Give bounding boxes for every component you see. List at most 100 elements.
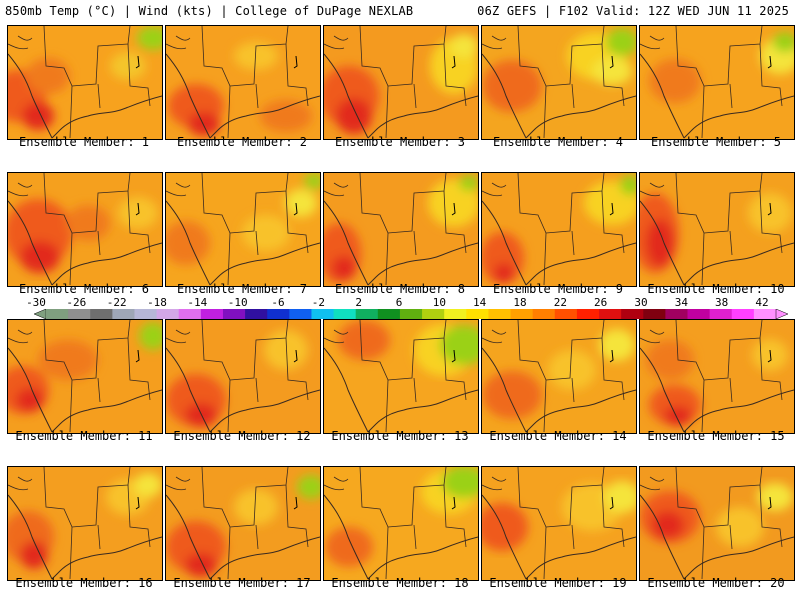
state-border: [8, 190, 29, 197]
state-border: [759, 484, 783, 548]
colorbar-tick-label: 22: [553, 296, 567, 309]
temperature-field: [640, 26, 794, 139]
state-border: [229, 26, 289, 87]
ensemble-member-map: [639, 319, 795, 434]
colorbar-swatch: [444, 309, 467, 319]
ensemble-member-label: Ensemble Member: 19: [489, 576, 627, 590]
colorbar-tick-label: 34: [674, 296, 688, 309]
state-border: [491, 476, 507, 482]
ensemble-member-label: Ensemble Member: 10: [647, 282, 785, 296]
temperature-field: [324, 320, 478, 433]
state-border: [127, 190, 151, 254]
state-border: [71, 26, 131, 87]
state-border: [640, 484, 661, 491]
colorbar-swatch: [289, 309, 312, 319]
temperature-region: [260, 100, 312, 132]
colorbar-swatch: [510, 309, 534, 319]
colorbar-swatch: [753, 309, 777, 319]
state-border: [517, 467, 547, 580]
state-border: [729, 83, 733, 109]
ensemble-member-map: [7, 25, 163, 140]
temperature-colorbar: [34, 309, 788, 319]
state-border: [443, 190, 467, 254]
temperature-region: [592, 57, 632, 85]
ensemble-member-label: Ensemble Member: 6: [18, 282, 150, 296]
temperature-field: [166, 173, 320, 286]
state-border: [97, 83, 101, 109]
colorbar-tick-label: 30: [634, 296, 648, 309]
temperature-field: [640, 467, 794, 580]
colorbar-tick-label: -6: [271, 296, 285, 309]
state-border: [175, 35, 191, 41]
temperature-region: [242, 215, 290, 251]
colorbar-tick-label: 18: [513, 296, 527, 309]
colorbar-max-arrow: [775, 309, 788, 319]
colorbar-tick-label: 42: [755, 296, 769, 309]
temperature-region: [649, 59, 701, 103]
ensemble-member-label: Ensemble Member: 14: [489, 429, 627, 443]
state-border: [675, 26, 705, 139]
wind-barb: [293, 55, 298, 69]
state-border: [8, 43, 29, 50]
colorbar-swatch: [46, 309, 69, 319]
state-border: [43, 320, 73, 433]
colorbar-swatch: [665, 309, 689, 319]
state-border: [17, 476, 33, 482]
state-border: [17, 329, 33, 335]
ensemble-member-map: [165, 466, 321, 581]
temperature-region: [325, 527, 373, 567]
state-border: [166, 337, 187, 344]
colorbar-tick-label: -26: [66, 296, 87, 309]
temperature-field: [166, 26, 320, 139]
colorbar-swatch: [621, 309, 644, 319]
state-border: [571, 83, 575, 109]
temperature-region: [748, 193, 792, 233]
state-border: [387, 320, 447, 381]
state-border: [166, 43, 187, 50]
ensemble-member-map: [639, 25, 795, 140]
ensemble-member-label: Ensemble Member: 16: [15, 576, 153, 590]
state-border: [545, 173, 605, 234]
wind-barb: [451, 496, 456, 510]
temperature-region: [16, 388, 44, 412]
wind-barb: [451, 202, 456, 216]
state-border: [71, 320, 131, 381]
state-border: [491, 182, 507, 188]
colorbar-tick-label: 14: [473, 296, 487, 309]
ensemble-member-label: Ensemble Member: 5: [650, 135, 782, 149]
colorbar-swatch: [599, 309, 622, 319]
temperature-region: [234, 42, 278, 70]
temperature-region: [459, 175, 478, 191]
colorbar-swatch: [68, 309, 91, 319]
temperature-region: [494, 263, 514, 283]
colorbar-swatch: [532, 309, 556, 319]
state-border: [703, 320, 763, 381]
temperature-field: [640, 320, 794, 433]
ensemble-member-label: Ensemble Member: 8: [334, 282, 466, 296]
state-border: [359, 467, 389, 580]
ensemble-member-map: [481, 466, 637, 581]
state-border: [491, 35, 507, 41]
wind-barb: [135, 55, 140, 69]
state-border: [517, 26, 547, 139]
wind-barb: [293, 349, 298, 363]
ensemble-member-label: Ensemble Member: 4: [492, 135, 624, 149]
ensemble-member-label: Ensemble Member: 11: [15, 429, 153, 443]
temperature-region: [26, 58, 70, 94]
state-border: [127, 484, 151, 548]
ensemble-member-label: Ensemble Member: 9: [492, 282, 624, 296]
colorbar-tick-label: -18: [147, 296, 167, 309]
wind-barb: [767, 349, 772, 363]
state-border: [759, 43, 783, 107]
colorbar-swatch: [576, 309, 600, 319]
ensemble-member-map: [323, 319, 479, 434]
temperature-region: [548, 350, 596, 390]
state-border: [333, 476, 349, 482]
temperature-field: [8, 467, 162, 580]
state-border: [413, 83, 417, 109]
state-border: [333, 182, 349, 188]
state-border: [387, 173, 447, 234]
state-border: [255, 377, 259, 403]
colorbar-swatch: [355, 309, 379, 319]
state-border: [17, 35, 33, 41]
